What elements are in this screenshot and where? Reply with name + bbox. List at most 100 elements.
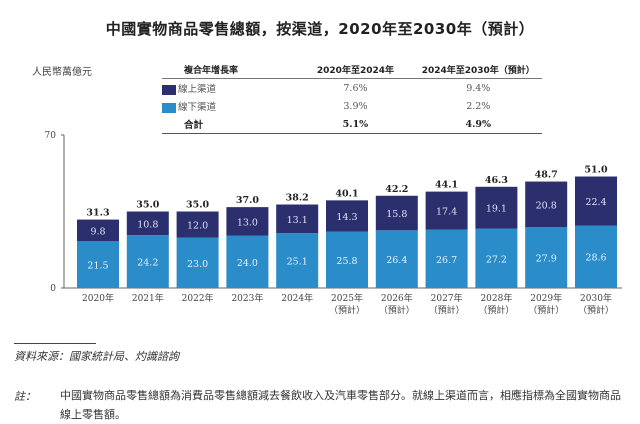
cagr-value: 3.9% [343,100,368,112]
bar-offline [326,231,368,288]
bar-offline [176,237,219,288]
bar-online [375,195,418,231]
data-label-offline: 28.6 [585,253,606,264]
data-label-online: 12.0 [187,221,208,232]
data-label-offline: 23.0 [187,259,208,270]
cagr-value: 9.4% [466,82,491,94]
x-tick-sublabel: （預計） [528,304,564,316]
cagr-header-period1: 2020年至2024年 [296,61,415,79]
cagr-value: 4.9% [414,115,542,134]
legend-label-online: 線上渠道 [178,84,217,95]
y-tick-label: 0 [50,284,56,294]
x-tick-sublabel: （預計） [429,304,465,316]
source-divider [14,343,96,344]
data-label-online: 19.1 [486,204,507,215]
data-label-total: 37.0 [236,195,260,206]
data-label-offline: 26.7 [436,255,457,266]
cagr-row-online: 線上渠道 7.6% 9.4% [162,79,542,98]
data-label-online: 14.3 [336,212,357,223]
bar-online [77,219,119,242]
data-label-online: 15.8 [386,209,407,220]
data-label-offline: 27.2 [486,254,507,265]
data-label-total: 46.3 [485,175,508,186]
data-label-total: 38.2 [286,193,309,204]
cagr-row-total: 合計 5.1% 4.9% [162,115,542,134]
data-label-online: 17.4 [436,207,457,218]
x-tick-label: 2029年 [530,292,562,304]
data-label-total: 44.1 [435,180,458,191]
bar-online [276,204,319,234]
legend-swatch-online [162,84,176,95]
x-tick-sublabel: （預計） [379,304,415,316]
cagr-header-period2: 2024年至2030年（預計） [414,61,542,79]
cagr-table: 複合年增長率 2020年至2024年 2024年至2030年（預計） 線上渠道 … [162,61,542,134]
source-text: 資料來源：國家統計局、灼識諮詢 [14,350,179,363]
y-tick-label: 70 [45,131,57,141]
data-label-offline: 25.8 [336,256,357,267]
note-label: 註： [14,390,36,403]
data-label-online: 13.0 [237,217,258,228]
x-tick-label: 2021年 [132,292,164,304]
cagr-total-label: 合計 [162,115,297,134]
cagr-header-label: 複合年增長率 [162,61,297,79]
x-tick-label: 2020年 [82,292,114,304]
legend-label-offline: 線下渠道 [178,102,217,113]
data-label-total: 35.0 [186,200,210,211]
data-label-offline: 21.5 [87,261,108,272]
data-label-total: 51.0 [584,165,608,176]
cagr-value: 7.6% [343,82,368,94]
bar-online [475,186,518,229]
data-label-total: 48.7 [535,170,558,181]
bar-online [575,176,617,226]
cagr-value: 2.2% [466,100,491,112]
bar-offline [425,229,468,288]
cagr-header-row: 複合年增長率 2020年至2024年 2024年至2030年（預計） [162,61,542,79]
bar-online [425,191,468,230]
data-label-online: 9.8 [90,226,105,237]
bar-online [126,211,169,236]
data-label-offline: 27.9 [536,254,557,265]
bar-online [326,200,368,232]
x-tick-label: 2026年 [381,292,413,304]
bar-offline [475,228,518,288]
bar-offline [276,233,319,288]
x-tick-label: 2025年 [331,292,363,304]
stacked-bar-chart: 70 0 21.5 9.8 31.3 2020年 24.2 10.8 35.0 2021年 23.0… [45,131,622,316]
bar-online [226,207,269,236]
cagr-value: 5.1% [296,115,415,134]
unit-label: 人民幣萬億元 [32,67,92,78]
data-label-online: 10.8 [137,219,158,230]
cagr-row-offline: 線下渠道 3.9% 2.2% [162,97,542,115]
bar-offline [77,241,119,288]
data-label-total: 42.2 [385,184,408,195]
bar-offline [575,225,617,288]
x-tick-label: 2027年 [431,292,463,304]
bar-online [176,211,219,238]
x-tick-label: 2030年 [580,292,612,304]
bar-offline [126,235,169,288]
x-tick-sublabel: （預計） [478,304,514,316]
data-label-total: 31.3 [86,208,109,219]
data-label-offline: 24.0 [237,258,258,269]
bar-offline [525,227,568,288]
x-tick-sublabel: （預計） [578,304,614,316]
data-label-offline: 24.2 [137,258,158,269]
data-label-online: 13.1 [287,215,308,226]
x-tick-label: 2024年 [281,292,313,304]
x-tick-sublabel: （預計） [329,304,365,316]
chart-title: 中國實物商品零售總額，按渠道，2020年至2030年（預計） [105,20,535,38]
data-label-online: 20.8 [536,200,557,211]
data-label-total: 35.0 [136,200,160,211]
data-label-offline: 25.1 [287,257,308,268]
bar-offline [226,235,269,288]
data-label-offline: 26.4 [386,255,407,266]
x-tick-label: 2023年 [231,292,263,304]
legend-swatch-offline [162,102,176,113]
x-tick-label: 2028年 [480,292,512,304]
note-text: 中國實物商品零售總額為消費品零售總額減去餐飲收入及汽車零售部分。就線上渠道而言，… [60,389,621,421]
data-label-total: 40.1 [335,188,358,199]
bar-online [525,181,568,228]
data-label-online: 22.4 [585,197,606,208]
x-tick-label: 2022年 [182,292,214,304]
bar-offline [375,230,418,288]
